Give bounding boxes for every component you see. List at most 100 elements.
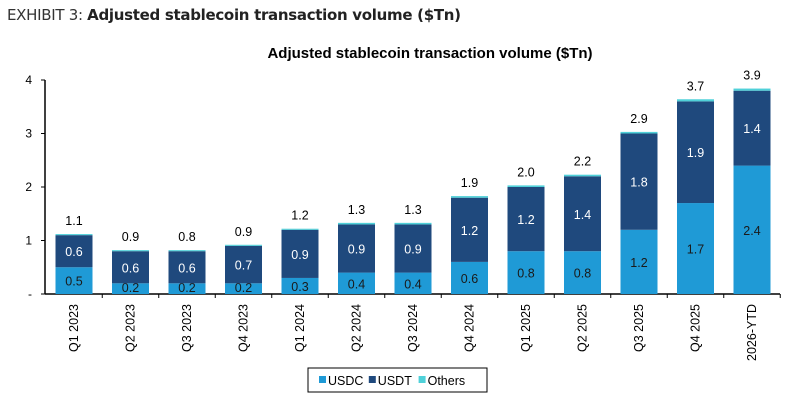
total-label: 0.9 [235, 225, 252, 239]
data-label-usdt: 0.7 [235, 259, 252, 273]
bar-usdt [225, 245, 262, 284]
data-label-usdc: 1.2 [630, 256, 647, 270]
bar-others [168, 250, 206, 252]
bar-others [112, 250, 149, 252]
data-label-usdc: 0.2 [235, 281, 252, 295]
bar-usdt [733, 90, 771, 166]
bar-usdt [564, 176, 601, 252]
bar-usdc [338, 272, 375, 294]
bar-usdt [338, 224, 375, 273]
data-label-usdc: 0.6 [461, 272, 478, 286]
bar-usdc [112, 283, 149, 294]
bar-usdc [677, 203, 714, 294]
x-tick-label: Q4 2025 [689, 304, 703, 352]
bar-others [55, 234, 93, 236]
bar-others [507, 185, 545, 187]
x-tick-label: Q1 2024 [293, 304, 307, 352]
data-label-usdt: 1.8 [630, 176, 647, 190]
x-tick-label: 2026-YTD [745, 304, 759, 361]
x-tick-label: Q3 2024 [406, 304, 420, 352]
bar-usdc [451, 261, 488, 294]
bar-usdc [620, 229, 658, 294]
total-label: 1.3 [348, 203, 365, 217]
bar-others [281, 228, 319, 230]
bar-usdt [677, 101, 714, 204]
legend [307, 367, 488, 393]
data-label-usdc: 0.5 [65, 275, 82, 289]
data-label-usdc: 2.4 [743, 224, 760, 238]
bar-usdc [564, 251, 601, 294]
bar-others [338, 222, 375, 225]
exhibit-title: Adjusted stablecoin transaction volume (… [87, 6, 461, 24]
x-tick-label: Q3 2025 [632, 304, 646, 352]
data-label-usdt: 0.6 [65, 245, 82, 259]
x-tick-label: Q1 2023 [67, 304, 81, 352]
total-label: 1.1 [65, 214, 82, 228]
data-label-usdc: 0.8 [574, 267, 591, 281]
bar-usdt [112, 251, 149, 284]
data-label-usdc: 0.2 [122, 281, 139, 295]
legend-label-usdt: USDT [378, 374, 412, 388]
total-label: 0.9 [122, 230, 139, 244]
total-label: 0.8 [178, 230, 195, 244]
data-label-usdc: 0.2 [178, 281, 195, 295]
x-tick-label: Q3 2023 [180, 304, 194, 352]
data-label-usdc: 1.7 [687, 243, 704, 257]
data-label-usdt: 1.4 [574, 208, 591, 222]
x-tick-label: Q4 2023 [237, 304, 251, 352]
bar-others [564, 174, 601, 177]
total-label: 1.9 [461, 176, 478, 190]
total-label: 2.2 [574, 155, 591, 169]
data-label-usdt: 1.2 [517, 213, 534, 227]
y-tick-label: - [28, 287, 32, 301]
total-label: 3.9 [743, 69, 760, 83]
x-tick-label: Q1 2025 [519, 304, 533, 352]
data-label-usdt: 1.2 [461, 224, 478, 238]
legend-swatch-usdc [319, 376, 326, 383]
bar-others [394, 222, 432, 225]
bar-usdc [225, 283, 262, 294]
legend-swatch-others [418, 376, 426, 383]
bar-usdc [507, 251, 545, 294]
bar-others [733, 88, 771, 91]
bar-usdt [394, 224, 432, 273]
data-label-usdc: 0.4 [348, 277, 365, 291]
bar-usdt [168, 251, 206, 284]
data-label-usdc: 0.4 [404, 277, 421, 291]
y-tick-label: 1 [25, 234, 32, 248]
data-label-usdt: 0.9 [291, 248, 308, 262]
bar-usdt [281, 229, 319, 278]
bar-usdt [620, 133, 658, 230]
bar-usdt [507, 187, 545, 252]
chart-title: Adjusted stablecoin transaction volume (… [267, 45, 592, 62]
x-tick-label: Q4 2024 [463, 304, 477, 352]
bar-usdt [451, 197, 488, 262]
total-label: 1.3 [404, 203, 421, 217]
bar-usdc [733, 165, 771, 294]
data-label-usdt: 1.4 [743, 122, 760, 136]
total-label: 2.0 [517, 165, 534, 179]
total-label: 2.9 [630, 112, 647, 126]
legend-swatch-usdt [368, 376, 376, 383]
y-tick-label: 4 [25, 73, 32, 87]
data-label-usdt: 0.6 [122, 261, 139, 275]
total-label: 1.2 [291, 209, 308, 223]
bar-usdt [55, 235, 93, 268]
data-label-usdc: 0.3 [291, 280, 308, 294]
bar-usdc [55, 267, 93, 294]
bar-usdc [394, 272, 432, 294]
bar-others [225, 244, 262, 246]
x-tick-label: Q2 2025 [576, 304, 590, 352]
exhibit-label: EXHIBIT 3: [7, 6, 83, 24]
x-tick-label: Q2 2024 [350, 304, 364, 352]
x-tick-label: Q2 2023 [124, 304, 138, 352]
legend-label-usdc: USDC [328, 374, 363, 388]
data-label-usdt: 0.9 [404, 243, 421, 257]
bar-others [677, 99, 714, 102]
total-label: 3.7 [687, 79, 704, 93]
data-label-usdt: 0.9 [348, 243, 365, 257]
data-label-usdc: 0.8 [517, 267, 534, 281]
data-label-usdt: 0.6 [178, 261, 195, 275]
data-label-usdt: 1.9 [687, 146, 704, 160]
